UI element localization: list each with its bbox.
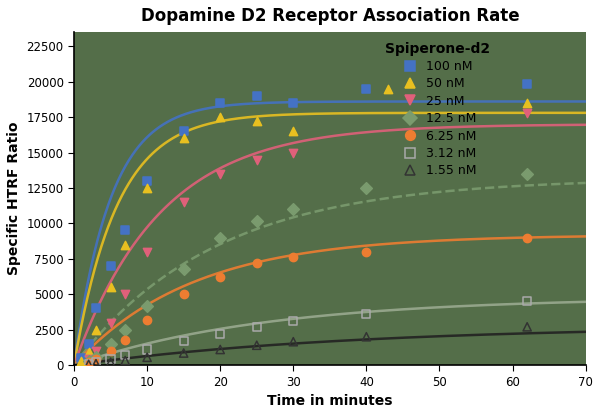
Point xyxy=(106,263,115,269)
Point xyxy=(142,346,152,353)
Point xyxy=(289,100,298,106)
Point xyxy=(289,206,298,212)
Point xyxy=(121,352,130,359)
Point xyxy=(179,199,188,205)
Point xyxy=(106,355,115,362)
Point xyxy=(362,185,371,191)
Point xyxy=(84,356,94,363)
Point xyxy=(523,234,532,241)
Point xyxy=(121,227,130,234)
Point xyxy=(142,185,152,191)
Point xyxy=(179,266,188,272)
Point xyxy=(523,324,532,330)
Point xyxy=(106,319,115,326)
Point xyxy=(91,359,101,366)
Point xyxy=(121,336,130,343)
Point xyxy=(91,305,101,312)
Point xyxy=(252,156,262,163)
Point xyxy=(362,311,371,317)
Point xyxy=(252,342,262,349)
Point xyxy=(121,241,130,248)
Point xyxy=(383,85,393,92)
Point xyxy=(179,338,188,344)
Point xyxy=(106,284,115,290)
Point xyxy=(91,360,101,367)
Point xyxy=(289,254,298,261)
Point xyxy=(252,118,262,124)
Point xyxy=(84,349,94,356)
Point xyxy=(215,100,225,106)
Point xyxy=(289,128,298,134)
X-axis label: Time in minutes: Time in minutes xyxy=(267,394,392,408)
Point xyxy=(106,348,115,354)
Point xyxy=(252,93,262,99)
Point xyxy=(523,100,532,106)
Point xyxy=(215,114,225,120)
Point xyxy=(84,359,94,366)
Point xyxy=(179,350,188,356)
Point xyxy=(179,128,188,134)
Point xyxy=(215,171,225,177)
Point xyxy=(84,360,94,367)
Point xyxy=(77,357,86,364)
Point xyxy=(142,249,152,255)
Point xyxy=(362,333,371,340)
Point xyxy=(289,338,298,345)
Point xyxy=(289,149,298,156)
Title: Dopamine D2 Receptor Association Rate: Dopamine D2 Receptor Association Rate xyxy=(140,7,519,25)
Point xyxy=(252,260,262,266)
Point xyxy=(215,346,225,353)
Point xyxy=(121,357,130,364)
Point xyxy=(142,302,152,309)
Point xyxy=(362,249,371,255)
Point xyxy=(289,318,298,325)
Point xyxy=(179,291,188,298)
Point xyxy=(84,361,94,368)
Point xyxy=(252,217,262,224)
Point xyxy=(106,359,115,366)
Point xyxy=(91,353,101,360)
Y-axis label: Specific HTRF Ratio: Specific HTRF Ratio xyxy=(7,122,21,275)
Legend: 100 nM, 50 nM, 25 nM, 12.5 nM, 6.25 nM, 3.12 nM, 1.55 nM: 100 nM, 50 nM, 25 nM, 12.5 nM, 6.25 nM, … xyxy=(385,42,490,177)
Point xyxy=(91,348,101,354)
Point xyxy=(362,85,371,92)
Point xyxy=(179,135,188,142)
Point xyxy=(215,331,225,337)
Point xyxy=(523,298,532,305)
Point xyxy=(121,326,130,333)
Point xyxy=(84,357,94,364)
Point xyxy=(91,356,101,363)
Point xyxy=(215,274,225,281)
Point xyxy=(77,355,86,361)
Point xyxy=(142,316,152,323)
Point xyxy=(215,234,225,241)
Point xyxy=(523,81,532,88)
Point xyxy=(142,354,152,361)
Point xyxy=(121,291,130,298)
Point xyxy=(142,178,152,184)
Point xyxy=(523,171,532,177)
Point xyxy=(252,324,262,330)
Point xyxy=(84,340,94,347)
Point xyxy=(91,326,101,333)
Point xyxy=(523,110,532,116)
Point xyxy=(106,340,115,347)
